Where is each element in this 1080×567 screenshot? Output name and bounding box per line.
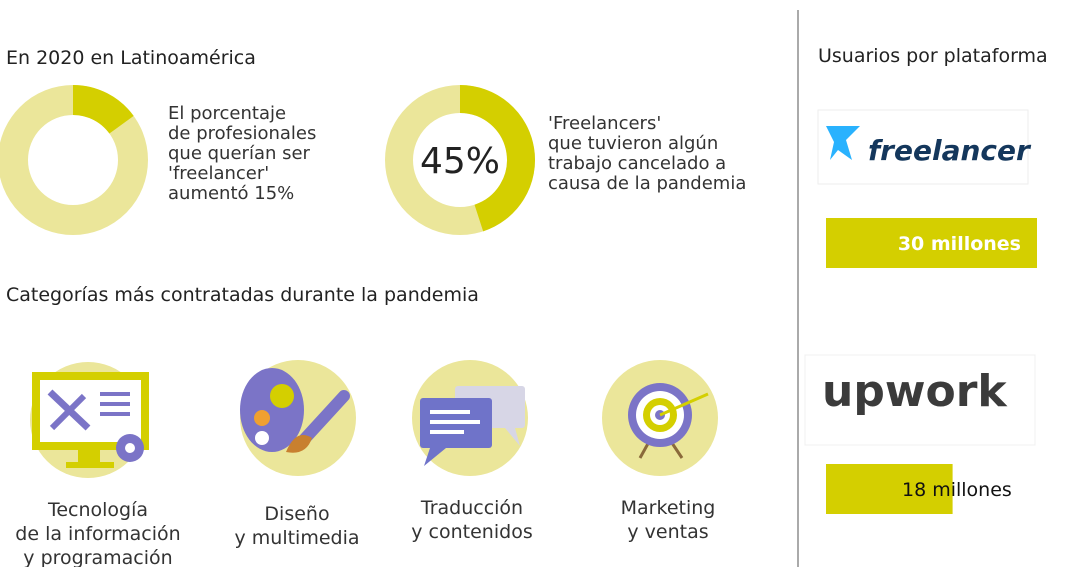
- section-title: Usuarios por plataforma: [818, 45, 1048, 67]
- stat-text: causa de la pandemia: [548, 173, 747, 194]
- donut-segment: [72, 85, 134, 135]
- section-title: Categorías más contratadas durante la pa…: [6, 284, 479, 306]
- icon-translation: [412, 360, 528, 476]
- stat-text: de profesionales: [168, 123, 317, 144]
- icon-marketing: [602, 360, 718, 476]
- stat-value: 15%: [254, 183, 295, 204]
- section-title: En 2020 en Latinoamérica: [6, 47, 256, 69]
- logo-frame: [817, 109, 1029, 185]
- stat-text: trabajo cancelado a: [548, 153, 727, 174]
- logo-bird: [826, 126, 860, 160]
- category-line: Traducción: [420, 497, 524, 519]
- category-line: Diseño: [264, 503, 330, 525]
- bar-label: 30 millones: [898, 233, 1021, 255]
- bar: [826, 218, 1037, 268]
- icon-design: [240, 360, 356, 476]
- stat-text: que querían ser: [168, 143, 310, 164]
- category-label: Marketing y ventas: [621, 496, 716, 544]
- category-label: Tecnología de la información y programació…: [15, 498, 180, 567]
- logo: upwork: [822, 366, 1008, 417]
- category-line: Marketing: [620, 497, 716, 519]
- stat-text: El porcentaje: [168, 103, 287, 124]
- category-line: y programación: [23, 547, 173, 567]
- donut-segment: [459, 85, 535, 232]
- category-line: de la información: [15, 523, 181, 545]
- category-label: Diseño y multimedia: [234, 502, 359, 550]
- stat-text: 'freelancer': [168, 163, 270, 184]
- category-line: y ventas: [627, 521, 709, 543]
- stat-text: aumentó 15%: [168, 183, 295, 204]
- category-label: Traducción y contenidos: [411, 496, 532, 544]
- stat-text: 'Freelancers': [548, 113, 662, 134]
- donut-label: 45%: [420, 141, 500, 182]
- category-line: Tecnología: [47, 499, 149, 521]
- logo: freelancer: [868, 134, 1032, 167]
- category-line: y contenidos: [411, 521, 533, 543]
- category-line: y multimedia: [234, 527, 360, 549]
- icon-tech: [30, 362, 149, 478]
- logo-frame: [804, 354, 1036, 446]
- stat-text: que tuvieron algún: [548, 133, 719, 154]
- bar-label: 18 millones: [902, 479, 1012, 501]
- bar: [826, 464, 953, 514]
